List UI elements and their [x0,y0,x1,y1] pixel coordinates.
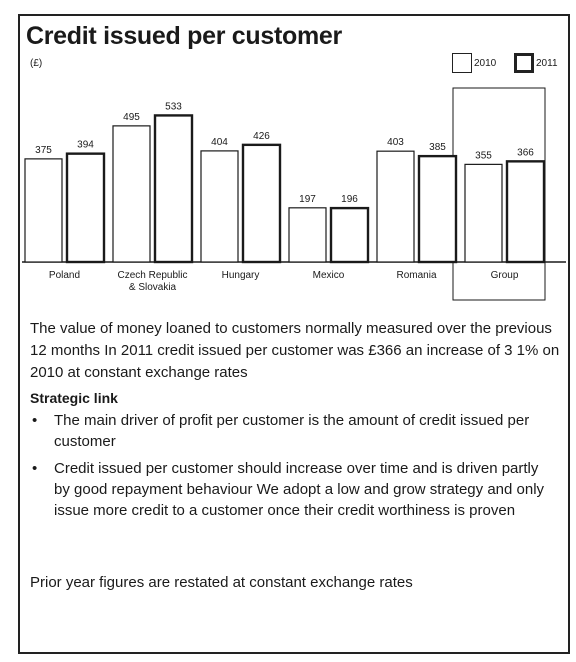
data-label: 394 [77,140,94,151]
category-label: & Slovakia [129,282,177,293]
strategic-link-bullet: The main driver of profit per customer i… [30,410,550,452]
strategic-link-list: The main driver of profit per customer i… [30,410,550,527]
bar-2011 [329,206,370,264]
data-label: 366 [517,147,534,158]
legend-item-2010: 2010 [452,52,496,74]
legend-swatch-2010 [452,53,472,73]
legend-item-2011: 2011 [514,52,558,74]
data-label: 403 [387,137,404,148]
strategic-link-heading: Strategic link [30,390,118,406]
data-label: 385 [429,142,446,153]
category-label: Hungary [222,270,260,281]
unit-label: (£) [30,58,43,69]
category-label: Group [491,270,519,281]
bar-2010 [200,150,239,263]
legend-label-2011: 2011 [536,57,558,69]
category-label: Mexico [313,270,345,281]
bar-chart: 375 394 Poland 495 533 Czech Republic& Slovak… [22,87,566,301]
bar-2011 [241,143,282,264]
data-label: 533 [165,101,182,112]
bar-2010 [464,163,503,263]
data-label: 197 [299,194,316,205]
data-label: 426 [253,131,270,142]
bar-2011 [417,154,458,264]
bar-2010 [112,125,151,263]
data-label: 355 [475,150,492,161]
data-label: 404 [211,137,228,148]
bar-2011 [505,160,546,264]
data-label: 196 [341,194,358,205]
description-text: The value of money loaned to customers n… [30,320,560,381]
legend-swatch-2011 [514,53,534,73]
chart-title: Credit issued per customer [26,22,342,50]
bar-2010 [376,150,415,263]
data-label: 375 [35,145,52,156]
category-label: Poland [49,270,80,281]
description: The value of money loaned to customers n… [30,318,560,384]
footnote: Prior year figures are restated at const… [30,574,413,591]
bar-2011 [153,114,194,264]
legend-label-2010: 2010 [474,57,497,69]
category-label: Czech Republic [117,270,187,281]
bar-2010 [288,207,327,263]
panel-frame [18,14,570,654]
bar-2010 [24,158,63,263]
bar-2011 [65,152,106,264]
category-label: Romania [396,270,436,281]
strategic-link-bullet: Credit issued per customer should increa… [30,458,550,521]
data-label: 495 [123,112,140,123]
